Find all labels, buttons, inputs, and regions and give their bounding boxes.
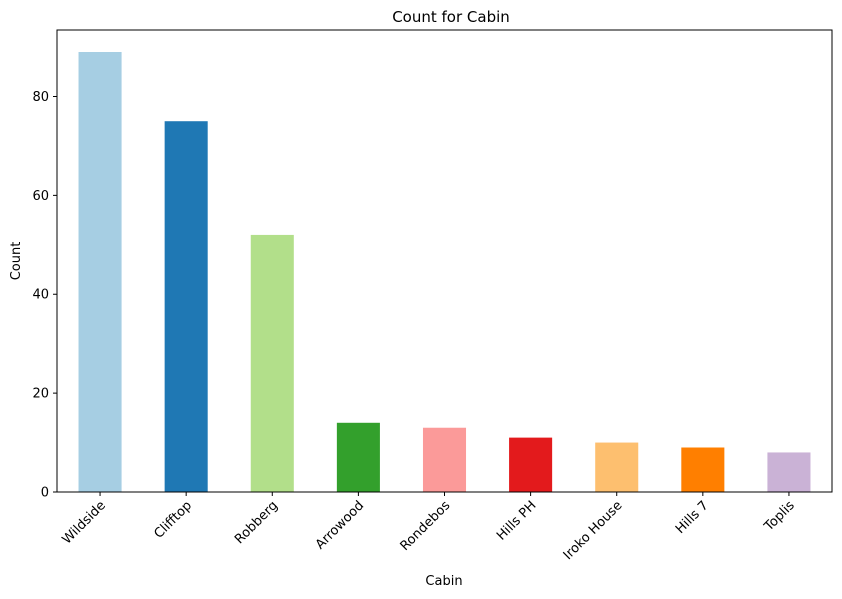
x-axis-ticks: Wildside Clifftop Robberg Arrowood Rondebos H… bbox=[60, 492, 798, 563]
x-tick-label: Arrowood bbox=[313, 498, 367, 552]
x-tick-label: Toplis bbox=[761, 498, 798, 535]
chart-title: Count for Cabin bbox=[392, 8, 510, 26]
bar-wildside bbox=[78, 52, 122, 492]
bar-clifftop bbox=[164, 121, 208, 492]
bar-rondebos bbox=[422, 427, 467, 492]
bar-hills-ph bbox=[509, 437, 553, 492]
bar-iroko-house bbox=[595, 442, 639, 492]
x-tick-label: Rondebos bbox=[398, 498, 454, 554]
x-tick-label: Iroko House bbox=[561, 498, 626, 563]
bar-hills-7 bbox=[681, 447, 725, 492]
x-tick-label: Robberg bbox=[232, 498, 281, 547]
x-tick-label: Clifftop bbox=[151, 498, 195, 542]
x-axis-label: Cabin bbox=[425, 574, 462, 589]
bar-arrowood bbox=[336, 422, 380, 492]
y-tick-label: 40 bbox=[32, 288, 49, 303]
y-axis-ticks: 0 20 40 60 80 bbox=[32, 90, 57, 501]
y-axis-label: Count bbox=[9, 242, 24, 281]
y-tick-label: 0 bbox=[41, 486, 49, 501]
y-tick-label: 60 bbox=[32, 189, 49, 204]
bar-toplis bbox=[767, 452, 811, 492]
y-tick-label: 20 bbox=[32, 387, 49, 402]
x-tick-label: Hills PH bbox=[494, 498, 539, 543]
bar-robberg bbox=[250, 234, 294, 493]
y-tick-label: 80 bbox=[32, 90, 49, 105]
bars-group bbox=[78, 52, 811, 493]
plot-frame bbox=[56, 29, 833, 493]
x-tick-label: Wildside bbox=[60, 498, 109, 547]
x-tick-label: Hills 7 bbox=[673, 498, 712, 537]
